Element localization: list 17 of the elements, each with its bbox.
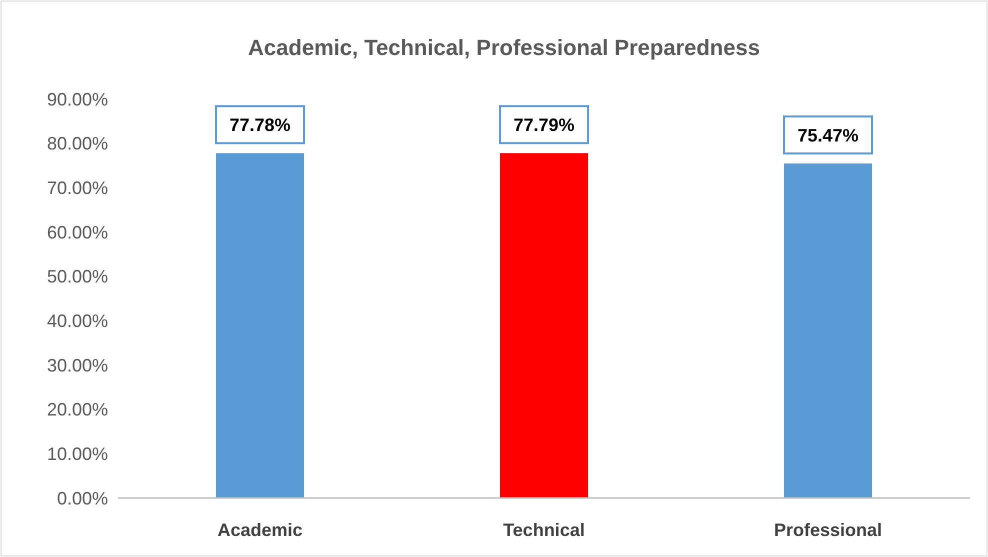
chart-title: Academic, Technical, Professional Preparedness: [248, 35, 760, 60]
data-label: 77.78%: [229, 115, 291, 136]
y-tick-label: 80.00%: [46, 134, 108, 154]
y-tick-label: 20.00%: [46, 400, 108, 420]
data-label: 77.79%: [513, 115, 575, 136]
y-tick-label: 60.00%: [46, 222, 108, 242]
data-label: 75.47%: [797, 125, 859, 146]
x-tick-label: Technical: [503, 520, 585, 540]
y-tick-label: 40.00%: [46, 310, 108, 331]
x-tick-label: Academic: [217, 520, 303, 540]
x-tick-label: Professional: [774, 520, 882, 540]
y-tick-label: 50.00%: [46, 266, 108, 287]
y-tick-label: 0.00%: [56, 488, 108, 508]
y-tick-label: 70.00%: [46, 178, 108, 198]
y-tick-label: 10.00%: [46, 444, 108, 464]
y-tick-label: 90.00%: [46, 89, 108, 110]
y-tick-label: 30.00%: [46, 355, 108, 376]
